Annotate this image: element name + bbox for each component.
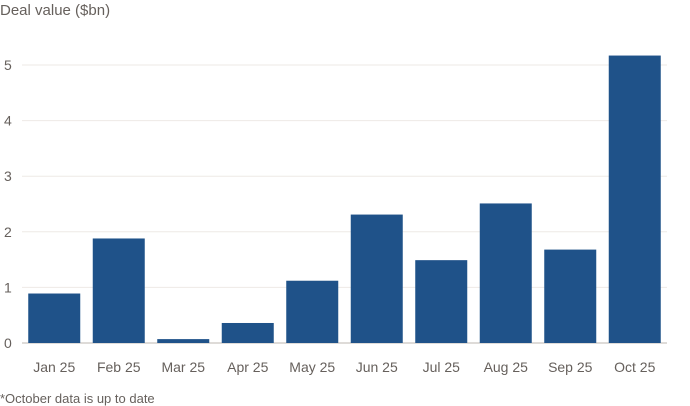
y-axis-label: Deal value ($bn) xyxy=(0,2,111,19)
x-tick-label: Apr 25 xyxy=(227,359,268,375)
y-tick-label: 2 xyxy=(4,224,12,240)
x-tick-labels: Jan 25 Feb 25 Mar 25 Apr 25 May 25 Jun 25 Jul … xyxy=(33,359,655,375)
bar-jul-25 xyxy=(415,260,468,343)
bar-apr-25 xyxy=(221,322,274,343)
x-tick-label: Mar 25 xyxy=(161,359,205,375)
bar-aug-25 xyxy=(479,203,532,343)
y-tick-labels: 0 1 2 3 4 5 xyxy=(4,57,12,351)
bar-may-25 xyxy=(286,280,339,343)
y-tick-label: 3 xyxy=(4,168,12,184)
bars xyxy=(28,55,661,343)
bar-feb-25 xyxy=(92,238,145,343)
y-tick-label: 5 xyxy=(4,57,12,73)
x-tick-label: Jun 25 xyxy=(356,359,398,375)
y-tick-label: 4 xyxy=(4,113,12,129)
bar-jun-25 xyxy=(350,214,403,343)
x-tick-label: Oct 25 xyxy=(614,359,655,375)
footnote: *October data is up to date xyxy=(0,391,155,406)
bar-jan-25 xyxy=(28,293,81,343)
x-tick-label: Aug 25 xyxy=(484,359,529,375)
x-tick-label: May 25 xyxy=(289,359,335,375)
y-tick-label: 1 xyxy=(4,279,12,295)
bar-sep-25 xyxy=(544,249,597,343)
x-tick-label: Jan 25 xyxy=(33,359,75,375)
bar-oct-25 xyxy=(608,55,661,343)
x-tick-label: Sep 25 xyxy=(548,359,593,375)
x-tick-label: Jul 25 xyxy=(423,359,461,375)
bar-mar-25 xyxy=(157,339,210,343)
x-tick-label: Feb 25 xyxy=(97,359,141,375)
y-tick-label: 0 xyxy=(4,335,12,351)
